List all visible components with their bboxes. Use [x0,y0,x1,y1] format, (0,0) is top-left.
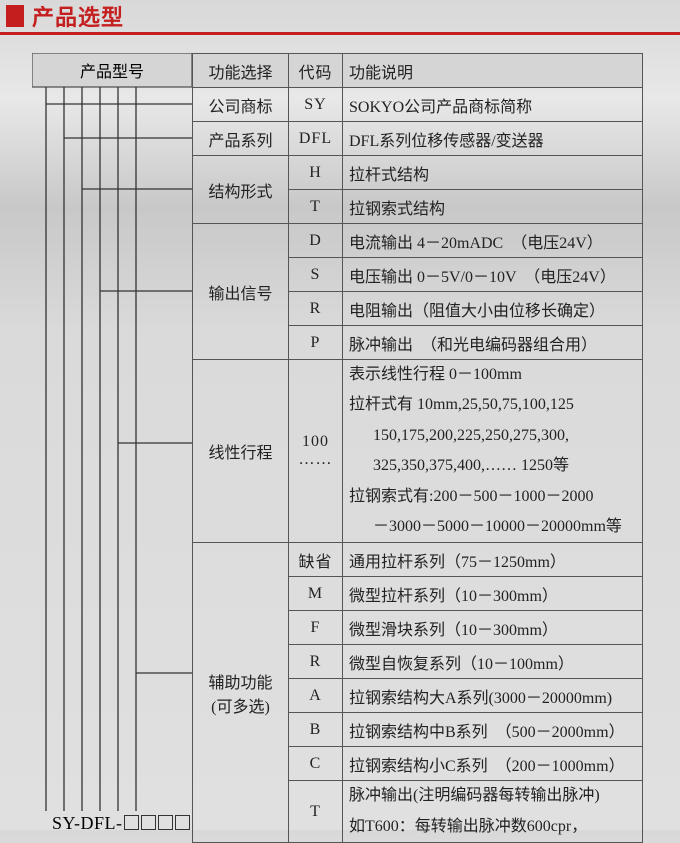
desc-cell: 电阻输出（阻值大小由位移长确定） [343,292,643,326]
model-placeholder-box [124,815,139,830]
code-cell: B [289,713,343,747]
spec-table: 功能选择 代码 功能说明 公司商标SYSOKYO公司产品商标简称产品系列DFLD… [192,53,643,843]
model-prefix: SY-DFL- [52,813,123,834]
header-desc: 功能说明 [343,54,643,88]
header-accent-block [6,5,24,27]
code-cell: DFL [289,122,343,156]
header-code: 代码 [289,54,343,88]
func-cell: 结构形式 [193,156,289,224]
desc-cell: 微型自恢复系列（10－100mm） [343,645,643,679]
code-cell: R [289,645,343,679]
desc-cell: 表示线性行程 0－100mm拉杆式有 10mm,25,50,75,100,125… [343,360,643,543]
header-bar: 产品选型 [0,0,680,32]
func-cell: 线性行程 [193,360,289,543]
desc-cell: 拉钢索结构大A系列(3000－20000mm) [343,679,643,713]
model-placeholder-box [141,815,156,830]
code-cell: T [289,190,343,224]
header-underline [0,32,680,35]
table-row: 公司商标SYSOKYO公司产品商标简称 [193,88,643,122]
code-cell: R [289,292,343,326]
desc-cell: 微型滑块系列（10－300mm） [343,611,643,645]
code-cell: M [289,577,343,611]
code-cell: A [289,679,343,713]
hierarchy-lines [32,53,202,843]
code-cell: H [289,156,343,190]
table-row: 辅助功能(可多选)缺省通用拉杆系列（75－1250mm） [193,543,643,577]
func-cell: 产品系列 [193,122,289,156]
table-row: 结构形式H拉杆式结构 [193,156,643,190]
code-cell: S [289,258,343,292]
desc-cell: 电流输出 4－20mADC （电压24V） [343,224,643,258]
table-row: 线性行程100……表示线性行程 0－100mm拉杆式有 10mm,25,50,7… [193,360,643,543]
page-title: 产品选型 [32,0,124,32]
code-cell: T [289,781,343,843]
code-cell: SY [289,88,343,122]
model-placeholder-box [158,815,173,830]
header-func: 功能选择 [193,54,289,88]
model-hierarchy-column: 产品型号 SY-DFL- [32,53,192,838]
desc-cell: 拉杆式结构 [343,156,643,190]
func-cell: 辅助功能(可多选) [193,543,289,843]
func-cell: 公司商标 [193,88,289,122]
table-header-row: 功能选择 代码 功能说明 [193,54,643,88]
desc-cell: 通用拉杆系列（75－1250mm） [343,543,643,577]
desc-cell: 电压输出 0－5V/0－10V （电压24V） [343,258,643,292]
model-placeholder-box [175,815,190,830]
desc-cell: 拉钢索式结构 [343,190,643,224]
code-cell: F [289,611,343,645]
code-cell: C [289,747,343,781]
desc-cell: 拉钢索结构小C系列 （200－1000mm） [343,747,643,781]
table-row: 产品系列DFLDFL系列位移传感器/变送器 [193,122,643,156]
desc-cell: DFL系列位移传感器/变送器 [343,122,643,156]
code-cell: D [289,224,343,258]
model-column-header: 产品型号 [32,53,192,87]
model-number-template: SY-DFL- [52,813,191,840]
code-cell: 缺省 [289,543,343,577]
desc-cell: SOKYO公司产品商标简称 [343,88,643,122]
table-row: 输出信号D电流输出 4－20mADC （电压24V） [193,224,643,258]
code-cell: P [289,326,343,360]
code-cell: 100…… [289,360,343,543]
desc-cell: 微型拉杆系列（10－300mm） [343,577,643,611]
func-cell: 输出信号 [193,224,289,360]
desc-cell: 拉钢索结构中B系列 （500－2000mm） [343,713,643,747]
desc-cell: 脉冲输出(注明编码器每转输出脉冲)如T600：每转输出脉冲数600cpr， [343,781,643,843]
desc-cell: 脉冲输出 （和光电编码器组合用） [343,326,643,360]
